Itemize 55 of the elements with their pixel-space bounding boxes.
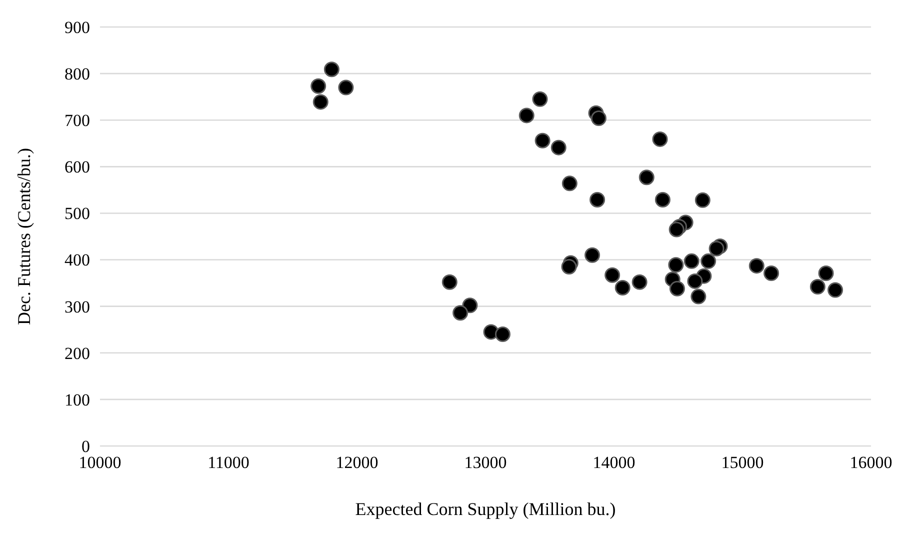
point: [684, 253, 700, 269]
x-tick-label: 16000: [850, 453, 892, 472]
point: [708, 240, 724, 256]
point: [700, 253, 716, 269]
x-tick-label: 11000: [208, 453, 250, 472]
point: [654, 192, 670, 208]
point: [324, 62, 340, 78]
y-tick-label: 600: [64, 158, 90, 177]
point: [828, 282, 844, 298]
y-tick-label: 500: [64, 204, 90, 224]
point: [694, 192, 710, 208]
point: [748, 258, 764, 274]
point: [764, 266, 780, 282]
point: [590, 192, 606, 208]
x-tick-label: 10000: [78, 453, 122, 472]
y-axis-title: Dec. Futures (Cents/bu.): [14, 148, 34, 325]
point: [310, 78, 326, 94]
point: [638, 170, 654, 186]
point: [442, 274, 458, 290]
point: [590, 110, 606, 126]
point: [614, 280, 630, 296]
point: [534, 132, 550, 148]
point: [338, 80, 354, 96]
point: [652, 131, 668, 147]
x-tick-label: 14000: [592, 453, 636, 472]
point: [810, 279, 826, 295]
point: [818, 266, 834, 282]
point: [562, 176, 578, 192]
y-tick-label: 700: [64, 111, 90, 130]
point: [632, 274, 648, 290]
y-tick-label: 0: [82, 436, 90, 456]
x-tick-label: 12000: [336, 453, 378, 472]
x-tick-label: 13000: [464, 453, 507, 472]
point: [668, 222, 684, 238]
x-axis-title: Expected Corn Supply (Million bu.): [355, 499, 616, 519]
point: [690, 288, 706, 304]
point: [668, 257, 684, 273]
point: [669, 280, 685, 296]
point: [494, 326, 510, 342]
y-tick-label: 300: [64, 297, 90, 316]
point: [518, 108, 534, 124]
y-tick-label: 400: [64, 250, 90, 270]
point: [584, 247, 600, 263]
point: [452, 305, 468, 321]
point: [532, 91, 548, 107]
x-tick-label: 15000: [721, 453, 764, 472]
point: [312, 94, 328, 110]
y-tick-label: 200: [64, 344, 90, 363]
y-tick-label: 800: [64, 64, 90, 84]
point: [687, 273, 703, 289]
point: [604, 267, 620, 283]
point: [561, 259, 577, 275]
y-tick-label: 900: [64, 18, 90, 37]
y-tick-label: 100: [64, 390, 90, 410]
point: [550, 140, 566, 156]
